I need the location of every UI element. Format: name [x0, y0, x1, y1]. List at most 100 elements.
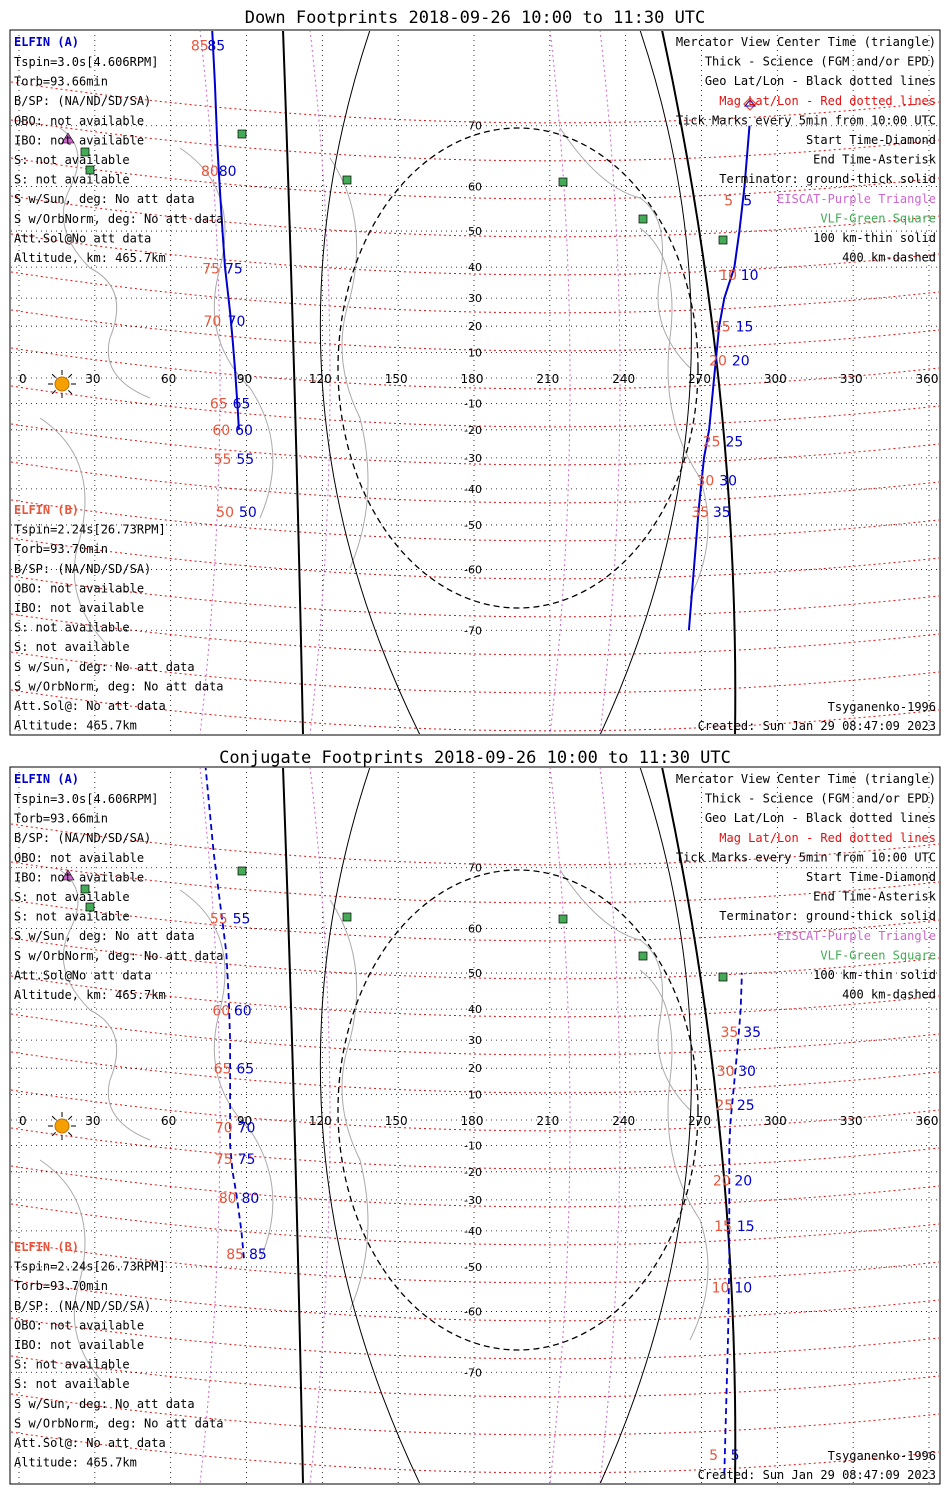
elfin-b-time-label: 35 [691, 505, 709, 521]
lat-tick-label: -70 [464, 1366, 482, 1379]
legend-entry: 100 km-thin solid [813, 231, 936, 245]
elfin-b-info-line: S w/Sun, deg: No att data [14, 660, 195, 674]
eiscat-meridian [599, 768, 621, 1483]
mag-lat-line [11, 899, 939, 942]
elfin-a-header: ELFIN (A) [14, 772, 79, 786]
elfin-b-time-label: 5 [709, 1448, 718, 1464]
elfin-a-info-line: S: not available [14, 910, 130, 924]
vlf-square-marker [342, 175, 352, 185]
down-footprints-panel: Down Footprints 2018-09-26 10:00 to 11:3… [9, 8, 941, 736]
legend-entry: Mercator View Center Time (triangle) [676, 772, 936, 786]
start-time-diamond [743, 97, 757, 111]
mag-lat-line [11, 537, 939, 580]
mag-lat-line [11, 1279, 939, 1322]
elfin-a-time-label: 70 [238, 1121, 256, 1137]
elfin-b-info-line: OBO: not available [14, 581, 144, 595]
elfin-b-time-label: 15 [714, 1219, 732, 1235]
lon-tick-label: 0 [19, 372, 27, 386]
lat-tick-label: 60 [468, 181, 482, 194]
elfin-a-info-line: Torb=93.66min [14, 75, 108, 89]
lon-tick-label: 330 [840, 372, 863, 386]
eiscat-triangle-marker [61, 869, 75, 881]
elfin-a-time-label: 10 [734, 1280, 752, 1296]
legend-entry: Geo Lat/Lon - Black dotted lines [705, 811, 936, 825]
legend-entry: Tick Marks every 5min from 10:00 UTC [676, 850, 936, 864]
legend-entry: Terminator: ground-thick solid [719, 172, 936, 186]
mag-lat-line [11, 575, 939, 618]
elfin-b-info-line: S w/OrbNorm, deg: No att data [14, 1416, 224, 1430]
lon-tick-label: 210 [536, 1114, 559, 1128]
terminator-line [282, 31, 304, 734]
coastline [639, 227, 709, 599]
elfin-b-info-line: S: not available [14, 621, 130, 635]
lon-tick-label: 0 [19, 1114, 27, 1128]
elfin-a-info-line: OBO: not available [14, 851, 144, 865]
coastline [639, 969, 709, 1341]
elfin-b-time-label: 25 [715, 1098, 733, 1114]
mag-lat-line [11, 1355, 939, 1398]
elfin-a-info-line: OBO: not available [14, 114, 144, 128]
vlf-square-marker [80, 884, 90, 894]
lat-tick-label: 30 [468, 292, 482, 305]
mag-lat-line [11, 937, 939, 980]
elfin-b-time-label: 60 [212, 1004, 230, 1020]
elfin-b-info-line: Att.Sol@: No att data [14, 699, 166, 713]
terminator-line [282, 768, 304, 1483]
lon-tick-label: 120 [309, 372, 332, 386]
elfin-b-time-label: 60 [212, 423, 230, 439]
lon-tick-label: 30 [85, 372, 100, 386]
elfin-a-info-line: S: not available [14, 173, 130, 187]
elfin-a-time-label: 70 [228, 314, 246, 330]
mag-lat-line [11, 195, 939, 238]
lon-tick-label: 270 [688, 372, 711, 386]
elfin-a-info-line: Att.Sol@No att data [14, 231, 151, 245]
lon-tick-label: 60 [161, 372, 176, 386]
mag-lat-line [11, 157, 939, 200]
vlf-square-marker [85, 902, 95, 912]
elfin-b-time-label: 55 [210, 911, 228, 927]
legend-entry: Thick - Science (FGM and/or EPD) [705, 55, 936, 69]
lat-tick-label: -20 [464, 1166, 482, 1179]
elfin-a-time-label: 15 [736, 320, 754, 336]
vlf-square-marker [85, 165, 95, 175]
eiscat-meridian [309, 768, 331, 1483]
elfin-a-info-line: B/SP: (NA/ND/SD/SA) [14, 831, 151, 845]
legend-entry: EISCAT-Purple Triangle [777, 192, 936, 206]
legend-entry: Thick - Science (FGM and/or EPD) [705, 792, 936, 806]
elfin-a-time-label: 25 [726, 434, 744, 450]
legend-entry: 100 km-thin solid [813, 968, 936, 982]
elfin-b-header: ELFIN (B) [14, 503, 79, 517]
elfin-a-time-label: 50 [239, 505, 257, 521]
center-time-triangle [743, 99, 757, 107]
panel-title: Conjugate Footprints 2018-09-26 10:00 to… [219, 748, 731, 768]
sun-ray [51, 373, 56, 378]
elfin-a-time-label: 80 [241, 1191, 259, 1207]
legend-entry: Mercator View Center Time (triangle) [676, 35, 936, 49]
elfin-b-time-label: 85 [191, 39, 209, 55]
elfin-a-info-line: S w/OrbNorm, deg: No att data [14, 212, 224, 226]
elfin-b-time-label: 70 [215, 1121, 233, 1137]
terminator-line [661, 31, 737, 734]
eiscat-meridian [199, 768, 221, 1483]
elfin-a-time-label: 55 [236, 452, 254, 468]
legend-entry: Start Time-Diamond [806, 133, 936, 147]
elfin-b-time-label: 30 [717, 1064, 735, 1080]
model-label: Tsyganenko-1996 [828, 1449, 936, 1463]
coastline [39, 1159, 111, 1391]
coastline [179, 889, 274, 1261]
mag-lat-line [11, 1051, 939, 1094]
coastline [559, 127, 691, 369]
elfin-a-track-1 [687, 125, 751, 631]
elfin-a-time-label: 60 [234, 1004, 252, 1020]
lat-tick-label: -50 [464, 519, 482, 532]
mag-lat-line [11, 1241, 939, 1284]
footprint-400km-dashed [337, 127, 699, 609]
elfin-b-time-label: 10 [712, 1280, 730, 1296]
lat-tick-label: 40 [468, 261, 482, 274]
vlf-square-marker [558, 177, 568, 187]
mag-lat-line [11, 309, 939, 352]
lon-tick-label: 30 [85, 1114, 100, 1128]
mag-lat-line [11, 461, 939, 504]
elfin-a-time-label: 20 [734, 1174, 752, 1190]
legend-entry: VLF-Green Square [820, 211, 936, 225]
